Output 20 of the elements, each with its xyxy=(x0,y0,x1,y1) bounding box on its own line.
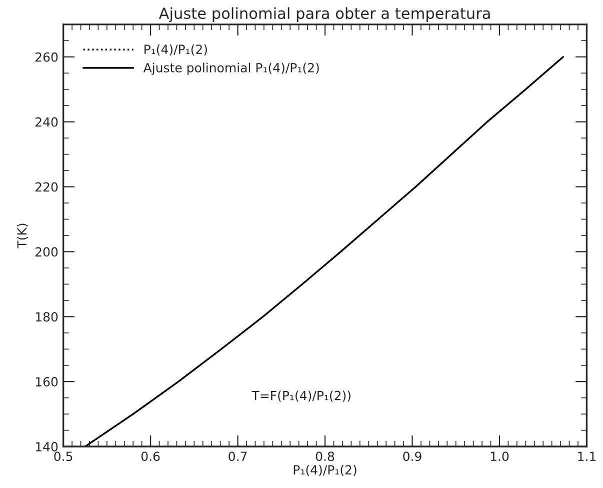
y-tick-label: 180 xyxy=(36,312,58,322)
y-tick-label: 240 xyxy=(36,117,58,127)
x-tick-label: 0.8 xyxy=(316,452,334,462)
y-tick-label: 160 xyxy=(36,377,58,387)
x-tick-label: 0.9 xyxy=(403,452,422,462)
annotation: T=F(P₁(4)/P₁(2)) xyxy=(252,390,350,402)
y-tick-label: 260 xyxy=(36,52,58,62)
x-axis-title: P₁(4)/P₁(2) xyxy=(294,464,356,476)
y-tick-label: 140 xyxy=(36,442,58,452)
x-tick-label: 1.1 xyxy=(578,452,596,461)
chart-title: Ajuste polinomial para obter a temperatura xyxy=(158,7,490,22)
y-tick-label: 200 xyxy=(36,247,58,257)
x-tick-label: 1.0 xyxy=(490,452,509,462)
legend-label: Ajuste polinomial P₁(4)/P₁(2) xyxy=(143,62,319,75)
x-tick-label: 0.7 xyxy=(228,452,247,462)
x-tick-label: 0.5 xyxy=(54,452,72,462)
y-tick-label: 220 xyxy=(36,182,58,192)
x-tick-label: 0.6 xyxy=(141,452,160,462)
y-axis-title: T(K) xyxy=(16,224,28,248)
legend-label: P₁(4)/P₁(2) xyxy=(144,44,207,56)
